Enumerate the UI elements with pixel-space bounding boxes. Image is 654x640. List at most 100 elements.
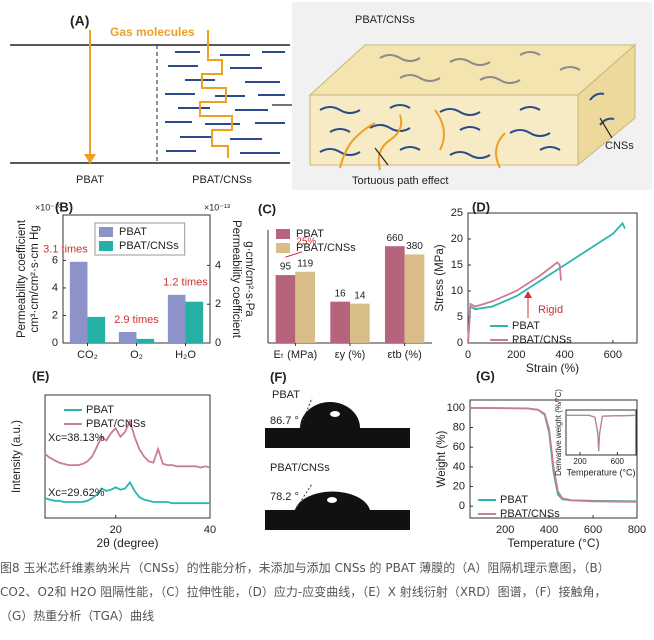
contact-angle: 86.7 °	[270, 415, 299, 427]
x-axis-title: 2θ (degree)	[96, 536, 158, 550]
sample-name: PBAT/CNSs	[270, 462, 330, 474]
caption-line: 图8 玉米芯纤维素纳米片（CNSs）的性能分析，未添加与添加 CNSs 的 PB…	[0, 561, 610, 575]
legend-swatch	[99, 241, 113, 251]
y-axis-title: Permeability coefficient	[230, 220, 242, 339]
block-title: PBAT/CNSs	[355, 14, 415, 26]
annotation: 3.1 times	[43, 244, 88, 256]
y-axis-title: Derivative weight (%/°C)	[554, 389, 563, 476]
x-tick-label: εy (%)	[335, 349, 366, 361]
panel-label: (B)	[55, 199, 73, 214]
x-tick-label: 200	[496, 524, 514, 536]
series-line	[469, 407, 638, 503]
legend-swatch	[276, 229, 290, 239]
panel-a-illustration	[292, 2, 652, 190]
legend-swatch	[276, 243, 290, 253]
panel-label: (C)	[258, 201, 276, 216]
series-line	[566, 414, 637, 450]
panel-label: (G)	[476, 368, 495, 383]
y-axis-title: Weight (%)	[436, 431, 448, 488]
legend-label: PBAT/CNSs	[119, 240, 179, 252]
data-label: 660	[386, 233, 403, 244]
annotation: Rigid	[538, 304, 563, 316]
data-label: 14	[354, 290, 366, 301]
x-axis-title: Temperature (°C)	[507, 536, 599, 550]
y-tick-label: 100	[447, 402, 465, 414]
series-line	[44, 480, 210, 505]
y-axis-title: Permeability coefficient	[16, 219, 28, 338]
y-tick-label: 20	[451, 233, 463, 245]
legend-box	[94, 222, 186, 256]
data-label: 16	[335, 288, 347, 299]
y2-multiplier: ×10⁻¹³	[204, 202, 230, 212]
data-label: 95	[280, 262, 292, 273]
x-tick-label: εtb (%)	[388, 349, 422, 361]
y-tick-label: 4	[52, 282, 58, 294]
legend-label: PBAT/CNSs	[86, 418, 146, 430]
x-tick-label: 600	[611, 457, 625, 466]
x-axis-title: Strain (%)	[526, 361, 579, 375]
x-tick-label: 400	[555, 349, 573, 361]
bar	[295, 271, 316, 343]
y-tick-label: 0	[52, 337, 58, 349]
y-tick-label: 60	[453, 441, 465, 453]
series-line	[44, 418, 211, 469]
caption-line: （G）热重分析（TGA）曲线	[0, 609, 155, 623]
annotation: 2.9 times	[114, 314, 159, 326]
panel-label: (D)	[472, 199, 490, 214]
bar	[118, 331, 137, 343]
legend-label: PBAT/CNSs	[500, 508, 560, 520]
y-tick-label: 10	[451, 285, 463, 297]
bar	[87, 316, 106, 343]
legend-label: PBAT/CNSs	[512, 334, 572, 346]
bar	[330, 301, 350, 343]
plot-frame	[44, 394, 211, 519]
cns-label: CNSs	[605, 140, 634, 152]
y-tick-label: 20	[453, 480, 465, 492]
figure: (A) Gas molecules PBAT PBAT/CNSs PBAT/CN…	[10, 2, 652, 550]
bar	[275, 275, 296, 343]
annotation-arrow	[285, 251, 303, 258]
x-tick-label: 40	[204, 524, 216, 536]
x-tick-label: 600	[604, 349, 622, 361]
bar	[404, 254, 425, 343]
panel-label: (E)	[32, 368, 49, 383]
x-axis-title: Temperature (°C)	[566, 467, 635, 477]
y2-tick-label: 4	[215, 259, 221, 271]
bar	[167, 294, 186, 343]
y2-tick-label: 2	[215, 298, 221, 310]
bar	[69, 261, 88, 343]
x-tick-label: Eₜ (MPa)	[274, 349, 318, 361]
data-label: 380	[406, 241, 423, 252]
x-tick-label: 20	[110, 524, 122, 536]
x-tick-label: O₂	[130, 349, 143, 361]
bar	[350, 303, 370, 343]
series-line	[467, 221, 626, 344]
film-label: PBAT/CNSs	[192, 174, 252, 186]
x-tick-label: 200	[573, 457, 587, 466]
y-axis-title: g·cm/cm²·s·Pa	[243, 241, 255, 317]
legend-label: PBAT	[86, 404, 114, 416]
panel-a-schematic	[10, 30, 303, 164]
legend-label: PBAT	[119, 226, 147, 238]
y-tick-label: 80	[453, 421, 465, 433]
x-tick-label: H₂O	[175, 349, 196, 361]
plot-frame	[467, 212, 638, 344]
caption-line: CO2、O2和 H2O 阻隔性能，（C）拉伸性能，（D）应力-应变曲线，（E）X…	[0, 585, 607, 599]
contact-angle: 78.2 °	[270, 491, 299, 503]
annotation: 1.2 times	[163, 277, 208, 289]
y-tick-label: 0	[457, 337, 463, 349]
film-label: PBAT	[76, 174, 104, 186]
panel-f-photos	[265, 397, 410, 530]
x-tick-label: 200	[507, 349, 525, 361]
plot-frame	[565, 409, 637, 456]
y2-tick-label: 0	[215, 337, 221, 349]
bar	[136, 338, 155, 343]
bar	[185, 301, 204, 343]
caption: 图8 玉米芯纤维素纳米片（CNSs）的性能分析，未添加与添加 CNSs 的 PB…	[0, 556, 654, 628]
y-tick-label: 0	[459, 500, 465, 512]
annotation: Xc=38.13%	[48, 432, 105, 444]
y-axis-title: cm³·cm/cm²·s·cm Hg	[29, 225, 41, 332]
annotation: 25%	[296, 236, 316, 247]
annotation: Xc=29.62%	[48, 487, 105, 499]
